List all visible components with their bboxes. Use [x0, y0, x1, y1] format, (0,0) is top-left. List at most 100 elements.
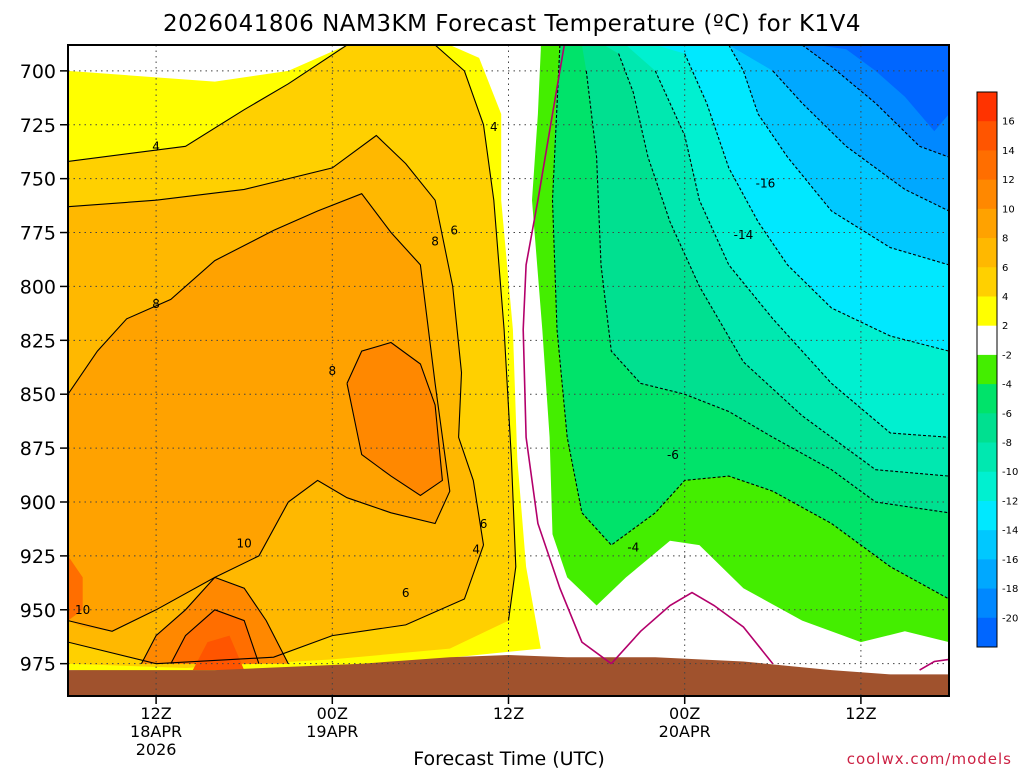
legend-swatch-13 — [977, 471, 997, 502]
region-bin-10-12 — [347, 342, 443, 496]
x-axis-label: Forecast Time (UTC) — [413, 748, 604, 768]
contour-label-10: 10 — [75, 603, 90, 617]
isotherm-10-6 — [140, 576, 289, 664]
legend-label-9: -4 — [1002, 380, 1012, 391]
x-tick-label-6-0: 12Z — [140, 704, 171, 723]
y-tick-label-925: 925 — [20, 546, 56, 568]
contour-label-8: 8 — [328, 364, 336, 378]
isotherm-lines — [68, 45, 949, 665]
contour-label-14: -16 — [756, 176, 776, 190]
freezing-lines — [522, 45, 949, 671]
x-tick-label-30-0: 12Z — [493, 704, 524, 723]
legend-swatch-12 — [977, 442, 997, 473]
legend-label-2: 12 — [1002, 175, 1015, 186]
y-tick-label-975: 975 — [20, 654, 56, 676]
color-legend: 16 14 12 10 8 6 4 2 -2 -4 -6 -8 -10 -12 -14 -16 -18 -20 — [976, 91, 1018, 648]
freezing-line-main — [522, 45, 612, 665]
legend-swatch-1 — [977, 121, 997, 151]
isotherm-10-5 — [346, 341, 443, 497]
isotherm-6-3 — [68, 544, 485, 665]
grid-lines — [68, 45, 949, 696]
x-tick-label-54-0: 12Z — [845, 704, 876, 723]
legend-swatch-15 — [977, 530, 997, 560]
legend-swatch-17 — [977, 588, 997, 619]
x-tick-label-42-0: 00Z — [669, 704, 700, 723]
isotherm-8-4 — [68, 193, 451, 632]
isotherm-4-0 — [68, 45, 348, 162]
watermark: coolwx.com/models — [847, 750, 1012, 768]
legend-swatch-16 — [977, 559, 997, 590]
legend-swatch-0 — [977, 92, 997, 122]
legend-frame — [976, 91, 998, 648]
isotherm--16-14 — [772, 70, 949, 212]
freezing-line-right — [919, 658, 949, 671]
x-tick-label-42-1: 20APR — [659, 722, 711, 741]
contour-label-1: 4 — [490, 120, 498, 134]
contour-label-7: 8 — [152, 297, 160, 311]
y-tick-label-775: 775 — [20, 223, 56, 245]
contour-label-5: 4 — [472, 543, 480, 557]
contour-label-0: 4 — [152, 140, 160, 154]
x-tick-label-6-1: 18APR — [130, 722, 182, 741]
y-tick-label-850: 850 — [20, 384, 56, 406]
y-axis: 700 725 750 775 800 825 850 875 900 925 950 975 — [20, 61, 68, 676]
legend-swatch-5 — [977, 238, 997, 268]
isotherm-12-7 — [170, 609, 260, 664]
contour-label-6: 8 — [431, 234, 439, 248]
legend-label-6: 4 — [1002, 292, 1008, 303]
legend-label-10: -6 — [1002, 409, 1012, 420]
legend-label-7: 2 — [1002, 321, 1008, 332]
legend-swatch-8 — [977, 325, 997, 356]
legend-label-12: -10 — [1002, 467, 1018, 478]
legend-label-11: -8 — [1002, 438, 1012, 449]
legend-swatch-10 — [977, 384, 997, 414]
legend-swatch-14 — [977, 500, 997, 531]
isotherm--14-13 — [728, 45, 949, 266]
terrain-layer — [68, 655, 949, 696]
y-tick-label-900: 900 — [20, 492, 56, 514]
temperature-bins — [68, 45, 949, 675]
legend-label-5: 6 — [1002, 263, 1008, 274]
legend-label-17: -20 — [1002, 613, 1018, 624]
region-bin-12-14-b — [68, 555, 83, 621]
legend-label-14: -14 — [1002, 526, 1018, 537]
y-tick-label-825: 825 — [20, 330, 56, 352]
legend-swatch-4 — [977, 208, 997, 239]
isotherm--6-9 — [585, 70, 949, 514]
legend-swatch-6 — [977, 267, 997, 297]
legend-label-8: -2 — [1002, 350, 1012, 361]
legend-label-1: 14 — [1002, 146, 1015, 157]
isotherm-4-1 — [434, 45, 517, 621]
contour-label-11: -4 — [627, 541, 639, 555]
isotherm--18-15 — [801, 45, 949, 158]
legend-label-3: 10 — [1002, 204, 1015, 215]
legend-label-13: -12 — [1002, 496, 1018, 507]
legend-swatch-18 — [977, 617, 997, 648]
y-tick-label-800: 800 — [20, 276, 56, 298]
isotherm--8-10 — [618, 53, 949, 477]
legend-swatch-11 — [977, 413, 997, 444]
above-freezing-pocket — [581, 592, 803, 664]
legend-label-4: 8 — [1002, 234, 1008, 245]
y-tick-label-700: 700 — [20, 61, 56, 83]
terrain — [68, 655, 949, 696]
contour-label-4: 6 — [402, 586, 410, 600]
legend-swatch-2 — [977, 150, 997, 181]
isotherm-6-2 — [68, 134, 485, 546]
legend-swatch-7 — [977, 296, 997, 327]
contour-label-3: 6 — [480, 517, 488, 531]
y-tick-label-950: 950 — [20, 600, 56, 622]
legend-swatch-3 — [977, 179, 997, 210]
legend-label-0: 16 — [1002, 117, 1015, 128]
x-tick-label-18-0: 00Z — [317, 704, 348, 723]
x-tick-label-6-2: 2026 — [136, 740, 177, 759]
chart-title: 2026041806 NAM3KM Forecast Temperature (… — [163, 11, 861, 37]
x-tick-label-18-1: 19APR — [306, 722, 358, 741]
contour-label-9: 10 — [237, 536, 252, 550]
y-tick-label-750: 750 — [20, 169, 56, 191]
contour-label-12: -6 — [667, 448, 679, 462]
